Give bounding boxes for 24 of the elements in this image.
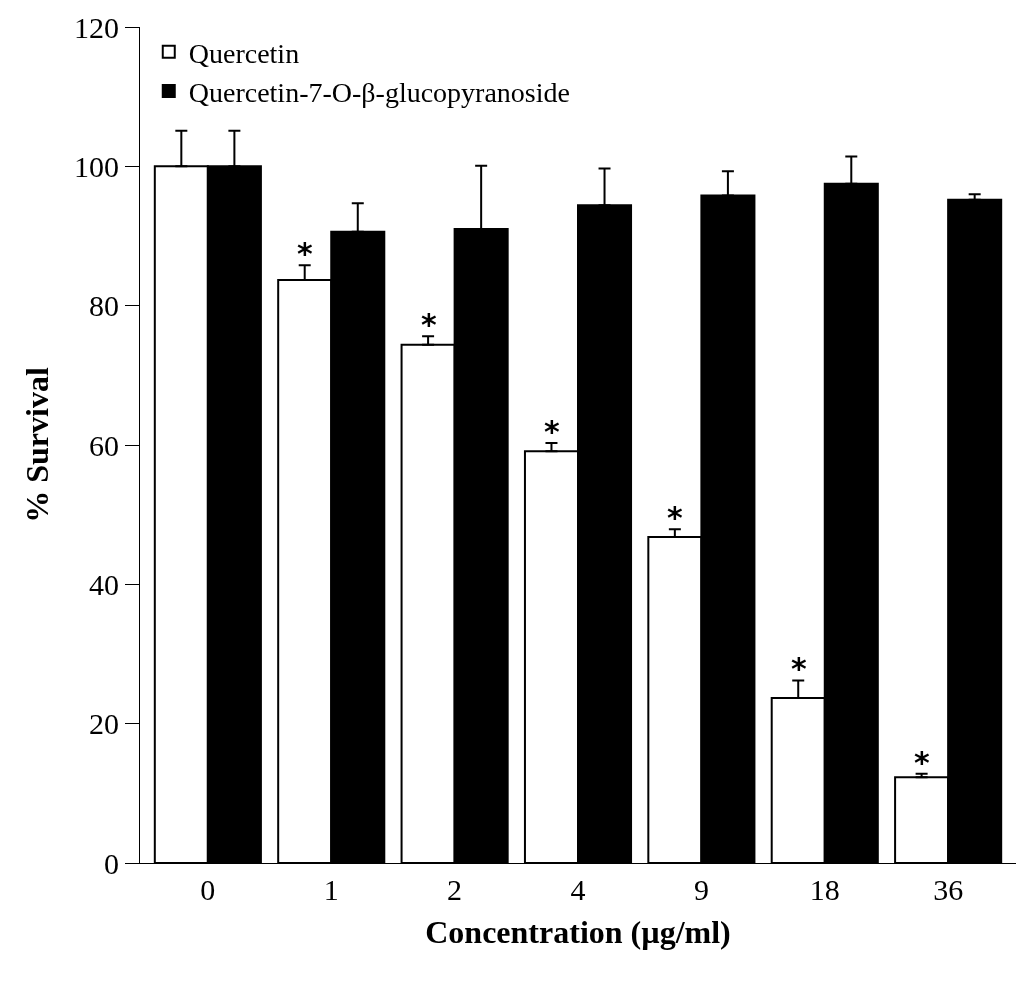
x-tick-label: 0 <box>200 873 216 906</box>
y-tick-label: 60 <box>89 428 119 462</box>
annotation: * <box>914 745 930 780</box>
x-tick-label: 2 <box>447 873 463 906</box>
annotation: * <box>544 414 560 449</box>
legend-label: Quercetin <box>188 37 300 69</box>
x-tick-label: 4 <box>570 873 586 906</box>
legend-label: Quercetin-7-O-β-glucopyranoside <box>188 77 570 109</box>
y-tick-label: 20 <box>89 707 119 741</box>
annotation: * <box>791 651 807 686</box>
x-tick-label: 9 <box>693 873 709 906</box>
y-tick-label: 40 <box>89 567 119 601</box>
x-axis-title: Concentration (µg/ml) <box>425 913 731 950</box>
x-tick-label: 18 <box>809 873 840 906</box>
annotation: * <box>667 500 683 535</box>
y-tick-label: 0 <box>104 846 119 880</box>
y-axis-title: % Survival <box>19 367 56 523</box>
annotation: * <box>297 236 313 271</box>
x-tick-label: 36 <box>933 873 964 906</box>
y-tick-label: 100 <box>74 149 119 183</box>
y-tick-label: 80 <box>89 289 119 323</box>
annotation: * <box>421 307 437 342</box>
x-tick-label: 1 <box>323 873 339 906</box>
y-tick-label: 120 <box>74 10 119 44</box>
